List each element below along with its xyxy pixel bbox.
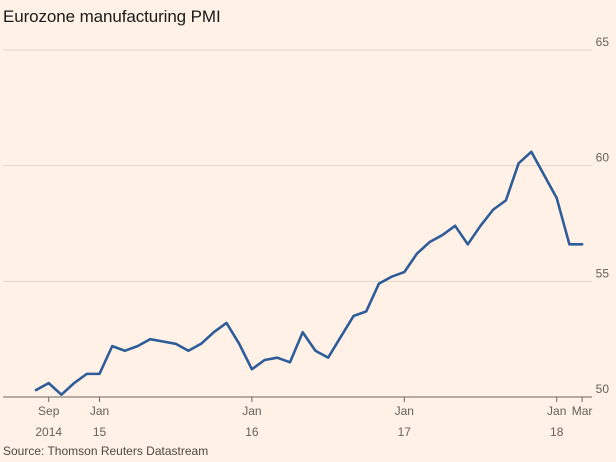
x-tick-label: 18 <box>550 425 564 439</box>
x-tick-label: Sep <box>38 404 60 418</box>
y-tick-label: 55 <box>596 266 610 280</box>
y-tick-label: 65 <box>596 35 610 49</box>
y-axis: 50 55 60 65 <box>596 35 610 396</box>
x-tick-label: Jan <box>90 404 109 418</box>
series-line <box>34 150 584 396</box>
x-tick-label: 2014 <box>35 425 62 439</box>
x-tick-label: Jan <box>242 404 261 418</box>
x-tick-label: Jan <box>395 404 414 418</box>
x-tick-label: Mar <box>572 404 593 418</box>
x-tick-label: 16 <box>245 425 259 439</box>
data-points <box>36 152 582 395</box>
chart-source: Source: Thomson Reuters Datastream <box>3 444 209 458</box>
x-tick-label: 17 <box>398 425 412 439</box>
gridlines <box>3 49 592 398</box>
chart-title: Eurozone manufacturing PMI <box>3 7 221 26</box>
x-tick-label: 15 <box>93 425 107 439</box>
y-tick-label: 50 <box>596 382 610 396</box>
x-axis: Sep 2014 Jan 15 Jan 16 Jan 17 Jan 18 Mar <box>35 397 592 439</box>
y-tick-label: 60 <box>596 151 610 165</box>
x-tick-label: Jan <box>547 404 566 418</box>
